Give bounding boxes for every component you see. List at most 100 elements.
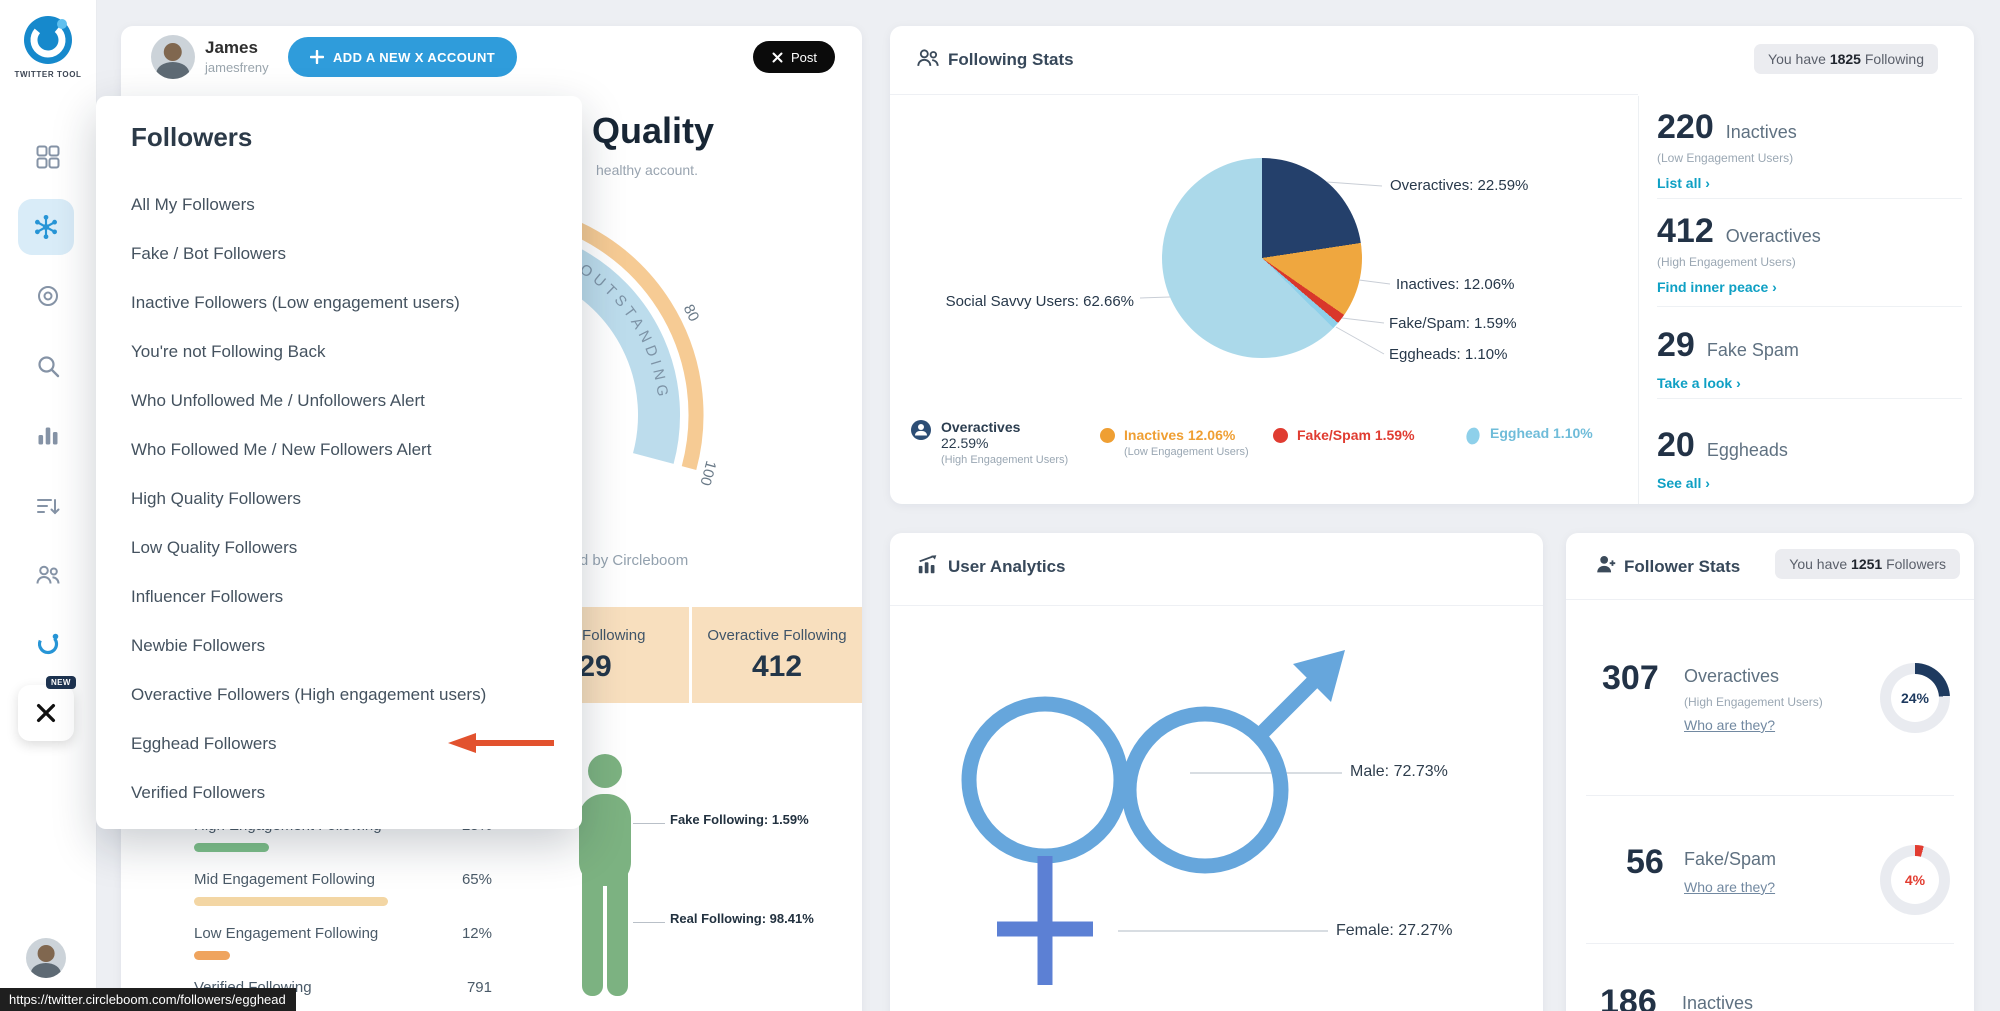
following-count-badge: You have 1825 Following [1754, 44, 1938, 74]
search-icon [38, 356, 60, 378]
menu-item-newbie-followers[interactable]: Newbie Followers [131, 636, 266, 655]
following-stats-title: Following Stats [948, 50, 1074, 69]
circle-target-icon [38, 286, 58, 306]
plus-icon [310, 50, 324, 64]
analytics-bars-icon [38, 427, 58, 445]
overactives-count: 307 [1602, 659, 1659, 697]
female-percentage-label: Female: 27.27% [1336, 922, 1453, 939]
female-circle [961, 696, 1129, 864]
gauge-tick-80: 80 [680, 302, 703, 325]
user-analytics-card: User Analytics Male: 72.73% Female: 27.2… [890, 533, 1543, 1011]
egghead-icon [1466, 427, 1480, 445]
circleboom-logo-icon[interactable] [22, 14, 74, 66]
menu-item-overactive-followers[interactable]: Overactive Followers (High engagement us… [131, 685, 487, 704]
see-all-link[interactable]: See all › [1657, 475, 1710, 491]
x-logo-icon [772, 52, 783, 62]
male-circle [1121, 706, 1289, 874]
real-following-callout: Real Following: 98.41% [670, 911, 814, 926]
dashboard-grid-icon [36, 145, 60, 169]
who-are-they-link[interactable]: Who are they? [1684, 879, 1776, 895]
side-stat-eggheads: 20 Eggheads See all › [1657, 426, 1788, 491]
menu-item-fake-bot-followers[interactable]: Fake / Bot Followers [131, 244, 286, 263]
dropdown-title: Followers [131, 122, 253, 152]
legend-inactives: Inactives 12.06% (Low Engagement Users) [1100, 427, 1249, 458]
sidebar-item-x-twitter[interactable] [18, 685, 74, 741]
find-inner-peace-link[interactable]: Find inner peace › [1657, 279, 1777, 295]
menu-item-verified-followers[interactable]: Verified Followers [131, 783, 266, 802]
menu-item-egghead-followers[interactable]: Egghead Followers [131, 734, 277, 753]
who-are-they-link[interactable]: Who are they? [1684, 717, 1776, 733]
circleboom-ring-icon [37, 633, 59, 655]
overactives-badge-icon [911, 420, 931, 440]
menu-item-not-following-back[interactable]: You're not Following Back [131, 342, 326, 361]
sidebar-item-dashboard[interactable] [35, 144, 61, 170]
add-account-button[interactable]: ADD A NEW X ACCOUNT [288, 37, 518, 77]
user-analytics-icon [918, 555, 937, 574]
take-a-look-link[interactable]: Take a look › [1657, 375, 1741, 391]
following-stats-icon [917, 49, 939, 66]
pie-label-social-savvy: Social Savvy Users: 62.66% [945, 293, 1134, 310]
engagement-bar [194, 951, 230, 960]
followers-network-icon [35, 214, 57, 240]
follower-stats-title: Follower Stats [1624, 557, 1741, 576]
menu-item-high-quality-followers[interactable]: High Quality Followers [131, 489, 302, 508]
legend-egghead: Egghead 1.10% [1465, 425, 1593, 445]
menu-item-low-quality-followers[interactable]: Low Quality Followers [131, 538, 298, 557]
sidebar-user-avatar[interactable] [26, 938, 66, 978]
sidebar-item-search[interactable] [35, 353, 61, 379]
engagement-bar [194, 843, 269, 852]
pie-label-eggheads: Eggheads: 1.10% [1389, 346, 1508, 363]
fake-spam-count: 56 [1626, 843, 1664, 881]
fake-spam-donut: 4% [1880, 845, 1950, 915]
list-all-link[interactable]: List all › [1657, 175, 1710, 191]
fake-spam-dot-icon [1273, 428, 1288, 443]
sidebar-item-lists[interactable] [35, 493, 61, 519]
summary-cell-overactive-following: Overactive Following 412 [707, 627, 847, 683]
menu-item-all-my-followers[interactable]: All My Followers [131, 195, 255, 214]
add-account-label: ADD A NEW X ACCOUNT [333, 49, 496, 65]
callout-line [633, 823, 665, 824]
new-badge: NEW [46, 676, 76, 689]
gauge-tick-100: 100 [696, 459, 719, 488]
x-post-label: Post [790, 49, 817, 65]
sidebar-item-circles[interactable] [35, 283, 61, 309]
x-post-button[interactable]: Post [753, 41, 835, 73]
list-sort-icon [37, 499, 60, 515]
pie-label-fake-spam: Fake/Spam: 1.59% [1389, 315, 1517, 332]
engagement-bar [194, 897, 388, 906]
sidebar-item-circleboom[interactable] [35, 631, 61, 657]
page-subtitle: healthy account. [596, 162, 698, 178]
profile-avatar[interactable] [151, 35, 195, 79]
followers-dropdown-menu: Followers All My Followers Fake / Bot Fo… [96, 96, 582, 829]
side-stat-fake-spam: 29 Fake Spam Take a look › [1657, 326, 1799, 391]
followers-menu-list: All My Followers Fake / Bot Followers In… [96, 180, 582, 817]
inactives-dot-icon [1100, 428, 1115, 443]
fake-following-callout: Fake Following: 1.59% [670, 812, 809, 827]
gender-chart [961, 650, 1345, 985]
user-analytics-title: User Analytics [948, 557, 1066, 576]
sidebar: TWITTER TOOL [0, 0, 96, 1011]
menu-item-influencer-followers[interactable]: Influencer Followers [131, 587, 284, 606]
engagement-row-mid: Mid Engagement Following 65% [194, 871, 492, 906]
side-stat-overactives: 412 Overactives (High Engagement Users) F… [1657, 212, 1821, 295]
header-divider [890, 94, 1638, 95]
following-pie-chart [1162, 158, 1362, 358]
people-icon [36, 565, 60, 584]
callout-line [633, 922, 665, 923]
sidebar-item-analytics[interactable] [35, 422, 61, 448]
pie-label-inactives: Inactives: 12.06% [1396, 276, 1515, 293]
user-name: James [205, 38, 258, 57]
sidebar-item-followers-active[interactable] [18, 199, 74, 255]
legend-overactives: Overactives 22.59% (High Engagement User… [910, 419, 1068, 466]
sidebar-item-friends[interactable] [35, 562, 61, 588]
logo-label: TWITTER TOOL [14, 70, 82, 79]
follower-stats-card: Follower Stats You have 1251 Followers 3… [1566, 533, 1974, 1011]
menu-item-inactive-followers[interactable]: Inactive Followers (Low engagement users… [131, 293, 460, 312]
menu-item-who-followed-me[interactable]: Who Followed Me / New Followers Alert [131, 440, 432, 459]
header-divider [1566, 599, 1974, 600]
menu-item-who-unfollowed-me[interactable]: Who Unfollowed Me / Unfollowers Alert [131, 391, 425, 410]
x-twitter-icon [36, 703, 56, 723]
header-divider [890, 605, 1543, 606]
summary-divider [689, 607, 692, 703]
